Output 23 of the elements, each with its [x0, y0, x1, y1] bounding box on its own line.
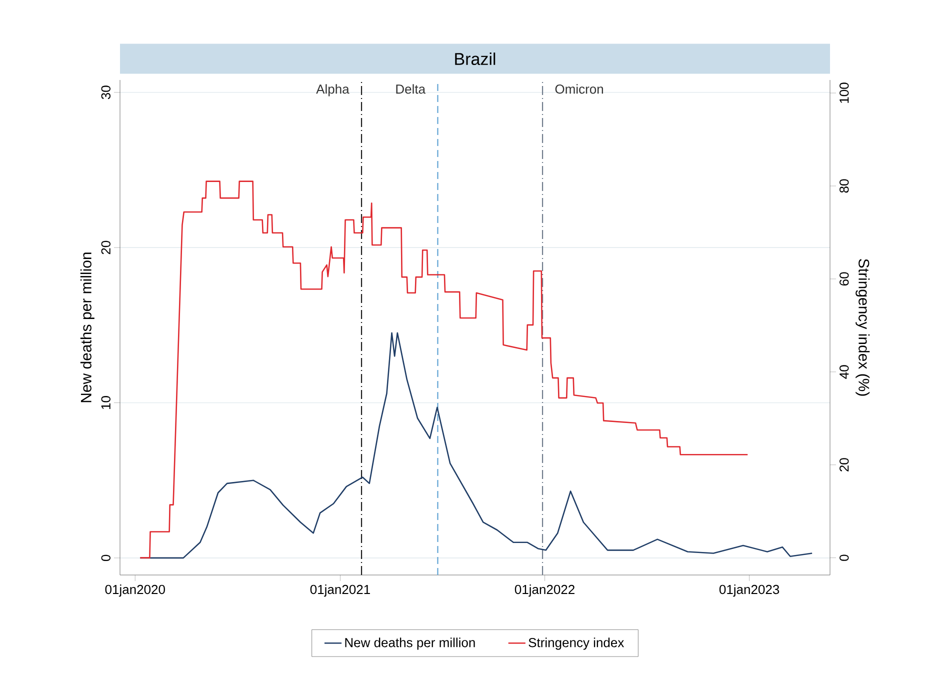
- y-tick-label: 0: [101, 554, 110, 562]
- y2-tick-label: 40: [840, 365, 849, 379]
- y-tick-label: 10: [101, 396, 110, 409]
- legend-label: Stringency index: [528, 638, 624, 650]
- chart-title: Brazil: [455, 52, 496, 66]
- y2-tick-label: 80: [840, 179, 849, 193]
- x-tick-label: 01jan2023: [719, 584, 780, 597]
- x-tick-label: 01jan2022: [514, 584, 574, 597]
- ref-line-label: Alpha: [316, 84, 350, 96]
- y2-tick-label: 60: [840, 272, 849, 286]
- y2-tick-label: 0: [840, 554, 849, 561]
- ref-line-label: Omicron: [555, 84, 604, 94]
- y-tick-label: 30: [101, 86, 110, 100]
- y-tick-label: 20: [101, 240, 110, 254]
- line-series: [140, 180, 748, 558]
- y2-tick-label: 100: [840, 82, 849, 103]
- legend-label: New deaths per million: [345, 638, 475, 650]
- x-tick-label: 01jan2020: [105, 584, 165, 597]
- y2-tick-label: 20: [840, 458, 849, 472]
- y2-axis-title: Stringency index (%): [856, 258, 870, 396]
- y-axis-title: New deaths per million: [80, 252, 94, 402]
- ref-line-label: Delta: [396, 84, 426, 94]
- x-tick-label: 01jan2021: [310, 584, 370, 597]
